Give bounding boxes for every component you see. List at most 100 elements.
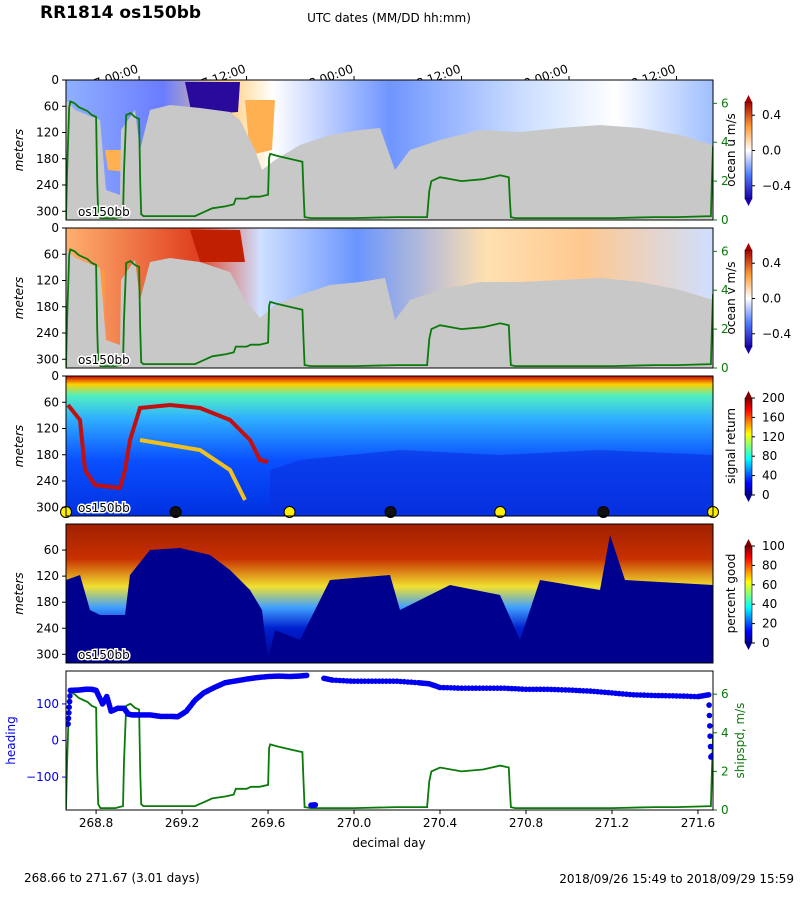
shipspd-axis-label: shipspd, m/s: [733, 703, 747, 779]
right-y-tick-label: 4: [721, 726, 729, 740]
y-tick-label: 60: [44, 247, 59, 261]
y-axis-label: meters: [12, 129, 26, 171]
heading-point: [706, 712, 713, 719]
colorbar-tick-label: 20: [762, 617, 777, 631]
night-marker: [169, 506, 182, 518]
colorbar-tick-label: 0: [762, 488, 770, 502]
y-tick-label: 300: [36, 647, 59, 661]
panel-ocean-v: [66, 228, 713, 368]
x-axis-label: decimal day: [352, 836, 425, 850]
day-marker: [283, 506, 296, 518]
heading-y-tick-label: 0: [51, 734, 59, 748]
colorbar-tick-label: 80: [762, 449, 777, 463]
right-y-tick-label: 4: [721, 283, 729, 297]
y-tick-label: 240: [36, 326, 59, 340]
y-tick-label: 240: [36, 178, 59, 192]
heading-point: [66, 721, 71, 727]
heading-point: [709, 752, 713, 759]
ocean-u-strong-west-patch: [185, 82, 240, 115]
colorbar-extend-top: [745, 95, 752, 102]
heading-point: [706, 702, 712, 708]
x-tick-label: 270.0: [337, 816, 371, 830]
ocean-v-no-data: [66, 250, 713, 368]
y-tick-label: 180: [36, 595, 59, 609]
colorbar-tick-label: −0.4: [762, 327, 791, 341]
y-tick-label: 300: [36, 352, 59, 366]
panel-frame: [65, 79, 714, 221]
colorbar-tick-label: 0.0: [762, 144, 781, 158]
ocean-u-east-patch: [245, 100, 275, 155]
y-tick-label: 180: [36, 448, 59, 462]
colorbar-extend-bottom: [745, 199, 752, 206]
footer-day-range: 268.66 to 271.67 (3.01 days): [24, 871, 200, 885]
colorbar-label: ocean v m/s: [724, 262, 738, 335]
heading-point: [705, 692, 712, 698]
heading-point: [66, 698, 73, 705]
colorbar-extend-top: [745, 391, 752, 398]
colorbar-tick-label: 40: [762, 597, 777, 611]
instrument-tag: os150bb: [78, 501, 130, 515]
y-axis-label: meters: [12, 572, 26, 614]
x-tick-label: 271.6: [681, 816, 715, 830]
colorbar-ocean-u: [744, 101, 753, 200]
panel-frame: [65, 227, 714, 369]
colorbar-label: percent good: [724, 554, 738, 634]
instrument-tag: os150bb: [78, 205, 130, 219]
shipspd-clip: [66, 100, 713, 220]
right-y-tick-label: 4: [721, 135, 729, 149]
heading-point: [66, 710, 72, 716]
panel-frame: [65, 375, 714, 517]
panel-signal-return: [60, 376, 719, 518]
colorbar-extend-top: [745, 243, 752, 250]
right-y-tick-label: 6: [721, 244, 729, 258]
figure-title: RR1814 os150bb: [40, 3, 201, 23]
y-tick-label: 240: [36, 474, 59, 488]
panel-frame: [65, 523, 714, 664]
signal-return-low-area: [270, 450, 713, 516]
colorbar-extend-top: [745, 539, 752, 546]
y-tick-label: 60: [44, 99, 59, 113]
signal-return-bottom-echo-2: [139, 438, 247, 501]
colorbars-layer: 0.4 0.0 −0.4 ocean u m/s 0.4 0.0 −0.4 ocean v m…: [724, 95, 791, 650]
y-tick-label: 0: [51, 221, 59, 235]
y-tick-label: 120: [36, 569, 59, 583]
heading-points: [66, 672, 713, 808]
top-axis-label: UTC dates (MM/DD hh:mm): [307, 11, 471, 25]
colorbar-percent-good: [744, 545, 753, 644]
y-tick-label: 60: [44, 395, 59, 409]
heading-point: [303, 672, 310, 679]
footer-date-range: 2018/09/26 15:49 to 2018/09/29 15:59: [559, 872, 794, 886]
percent-good-low-region: [66, 535, 713, 663]
ocean-v-strong-north-patch: [190, 230, 245, 262]
colorbar-tick-label: −0.4: [762, 179, 791, 193]
heading-point: [66, 704, 72, 710]
day-night-markers: [60, 506, 719, 518]
axes-layer: 060120180240300metersos150bb060120180240…: [4, 73, 747, 830]
heading-point: [707, 743, 713, 750]
colorbar-tick-label: 0.0: [762, 292, 781, 306]
night-marker: [384, 506, 397, 518]
line-overlays: [66, 100, 713, 810]
colorbar-tick-label: 160: [762, 410, 785, 424]
y-tick-label: 120: [36, 422, 59, 436]
y-tick-label: 300: [36, 204, 59, 218]
heading-y-tick-label: −100: [26, 770, 59, 784]
colorbar-label: signal return: [724, 408, 738, 484]
signal-return-bottom-echo: [66, 402, 269, 491]
y-tick-label: 0: [51, 369, 59, 383]
panel-percent-good: [66, 524, 713, 663]
colorbar-extend-bottom: [745, 347, 752, 354]
colorbar-label: ocean u m/s: [724, 113, 738, 187]
y-tick-label: 0: [51, 73, 59, 87]
instrument-tag: os150bb: [78, 648, 130, 662]
panel-ocean-u: [66, 80, 713, 220]
right-y-tick-label: 2: [721, 764, 729, 778]
heading-point: [312, 802, 319, 808]
y-tick-label: 60: [44, 543, 59, 557]
y-axis-label: meters: [12, 277, 26, 319]
colorbar-signal-return: [744, 397, 753, 496]
heading-point: [707, 733, 713, 739]
colorbar-ocean-v: [744, 249, 753, 348]
heading-point: [66, 715, 72, 722]
